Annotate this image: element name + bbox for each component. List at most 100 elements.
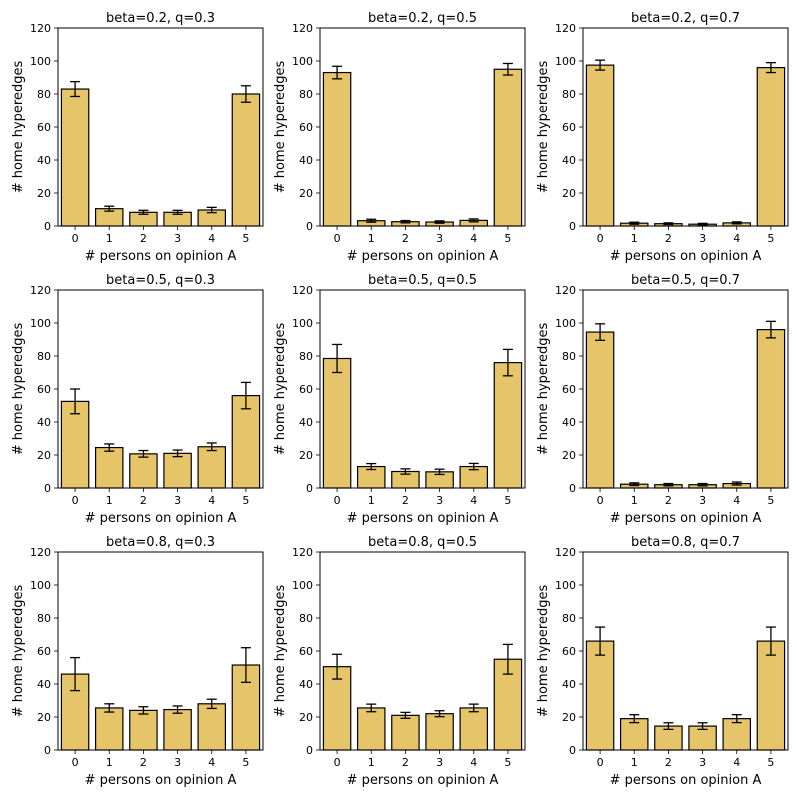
y-tick-label: 80 [562,88,576,101]
bar-0 [585,64,615,227]
subplot-title: beta=0.8, q=0.7 [631,535,740,550]
y-tick-label: 60 [562,383,576,396]
y-tick-label: 80 [562,350,576,363]
subplot-title: beta=0.8, q=0.3 [106,535,215,550]
y-tick-label: 100 [30,317,51,330]
y-tick-label: 20 [37,711,51,724]
x-tick-label: 3 [436,232,443,245]
y-tick-label: 120 [292,546,313,559]
y-tick-label: 60 [299,645,313,658]
y-tick-label: 100 [292,579,313,592]
x-tick-label: 2 [402,756,409,769]
x-tick-label: 3 [174,494,181,507]
y-tick-label: 100 [292,317,313,330]
y-tick-label: 80 [299,350,313,363]
x-axis-label: # persons on opinion A [85,249,237,264]
x-tick-label: 0 [334,494,341,507]
x-tick-label: 3 [436,756,443,769]
subplot-7: beta=0.8, q=0.3 0 1 2 3 4 5 0 20 40 60 80 100 120 # pe… [11,535,264,788]
subplot-title: beta=0.8, q=0.5 [368,535,477,550]
y-tick-label: 120 [30,284,51,297]
x-tick-label: 2 [402,232,409,245]
y-tick-label: 100 [555,579,576,592]
x-axis-label: # persons on opinion A [610,511,762,526]
subplot-8: beta=0.8, q=0.5 0 1 2 3 4 5 0 20 40 60 80 100 120 # pe… [273,535,526,788]
bar-5 [493,68,523,227]
bar-0 [585,331,615,489]
x-tick-label: 5 [242,494,249,507]
y-tick-label: 100 [292,55,313,68]
y-axis-label: # home hyperedges [11,61,26,194]
x-tick-label: 2 [665,232,672,245]
x-tick-label: 4 [470,756,477,769]
x-tick-label: 5 [767,494,774,507]
subplot-title: beta=0.5, q=0.3 [106,273,215,288]
subplot-3: beta=0.2, q=0.7 0 1 2 3 4 5 0 20 40 60 80 100 120 # pe… [536,11,789,264]
x-tick-label: 3 [174,756,181,769]
subplot-5: beta=0.5, q=0.5 0 1 2 3 4 5 0 20 40 60 80 100 120 # pe… [273,273,526,526]
x-tick-label: 4 [733,756,740,769]
bar-5 [493,362,523,489]
x-tick-label: 4 [733,232,740,245]
bar-5 [756,640,786,751]
y-tick-label: 0 [306,220,313,233]
x-axis-label: # persons on opinion A [610,249,762,264]
bar-4 [459,707,489,751]
y-tick-label: 80 [299,612,313,625]
bar-1 [356,707,386,751]
x-tick-label: 1 [106,494,113,507]
bar-1 [94,446,124,489]
x-tick-label: 1 [368,494,375,507]
bar-5 [756,66,786,227]
x-tick-label: 2 [402,494,409,507]
x-axis-label: # persons on opinion A [347,249,499,264]
y-tick-label: 60 [299,121,313,134]
bar-0 [60,88,90,227]
y-tick-label: 40 [37,678,51,691]
bar-5 [231,395,261,489]
y-tick-label: 120 [555,22,576,35]
subplot-6: beta=0.5, q=0.7 0 1 2 3 4 5 0 20 40 60 80 100 120 # pe… [536,273,789,526]
bar-0 [60,400,90,489]
y-tick-label: 20 [562,187,576,200]
x-tick-label: 0 [597,756,604,769]
x-axis-label: # persons on opinion A [85,511,237,526]
y-tick-label: 40 [299,678,313,691]
y-tick-label: 40 [37,416,51,429]
subplot-title: beta=0.5, q=0.5 [368,273,477,288]
y-tick-label: 120 [555,284,576,297]
axes-frame [319,27,526,227]
y-tick-label: 80 [37,350,51,363]
axes-frame [57,27,264,227]
y-axis-label: # home hyperedges [536,323,551,456]
y-tick-label: 0 [44,220,51,233]
x-tick-label: 1 [631,494,638,507]
x-tick-label: 2 [665,494,672,507]
x-tick-label: 1 [631,232,638,245]
bar-2 [129,709,158,751]
x-tick-label: 0 [72,756,79,769]
bar-5 [756,329,786,489]
x-tick-label: 2 [140,756,147,769]
y-tick-label: 40 [37,154,51,167]
x-tick-label: 3 [174,232,181,245]
x-tick-label: 0 [334,232,341,245]
x-tick-label: 2 [140,494,147,507]
y-axis-label: # home hyperedges [11,585,26,718]
x-tick-label: 1 [106,232,113,245]
x-tick-label: 0 [72,494,79,507]
y-tick-label: 120 [292,284,313,297]
subplot-title: beta=0.2, q=0.5 [368,11,477,26]
axes-frame [57,289,264,489]
y-tick-label: 60 [37,645,51,658]
y-tick-label: 60 [37,383,51,396]
axes-frame [582,551,789,751]
y-tick-label: 80 [37,88,51,101]
bar-4 [197,446,227,489]
x-tick-label: 5 [504,232,511,245]
y-tick-label: 60 [37,121,51,134]
bar-0 [585,640,615,751]
y-tick-label: 0 [569,220,576,233]
y-tick-label: 80 [299,88,313,101]
